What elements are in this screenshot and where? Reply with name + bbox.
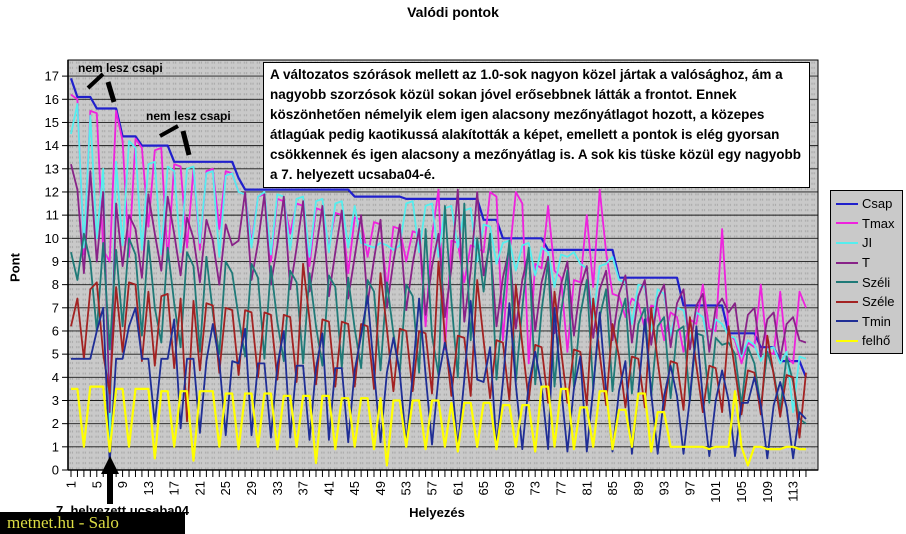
x-tick-label: 37	[296, 481, 311, 495]
series-line-Tmin	[71, 295, 807, 464]
y-tick-label: 4	[52, 370, 59, 385]
y-tick-label: 16	[45, 92, 59, 107]
y-tick-label: 9	[52, 254, 59, 269]
x-tick-label: 21	[192, 481, 207, 495]
x-tick-label: 69	[502, 481, 517, 495]
x-tick-label: 93	[657, 481, 672, 495]
x-tick-label: 73	[528, 481, 543, 495]
y-tick-label: 8	[52, 277, 59, 292]
x-tick-label: 49	[373, 481, 388, 495]
legend-item-Széle: Széle	[831, 292, 902, 312]
legend-swatch-Széle	[836, 300, 858, 303]
callout-stroke-group	[86, 72, 192, 156]
y-tick-label: 1	[52, 439, 59, 454]
legend-swatch-JI	[836, 241, 858, 244]
legend-item-felhő: felhő	[831, 331, 902, 351]
x-tick-label: 57	[425, 481, 440, 495]
arrow-shaft	[107, 473, 113, 504]
arrow-marker	[101, 456, 119, 504]
y-tick-label: 15	[45, 115, 59, 130]
x-tick-label: 97	[682, 481, 697, 495]
x-tick-label: 1	[64, 481, 79, 488]
y-tick-label: 3	[52, 393, 59, 408]
y-tick-label: 11	[46, 208, 60, 223]
x-tick-label: 9	[115, 481, 130, 488]
callout1-stroke-a	[86, 72, 105, 90]
watermark: metnet.hu - Salo	[0, 512, 185, 534]
x-tick-label: 33	[270, 481, 285, 495]
legend-label: Tmin	[862, 313, 891, 329]
legend-swatch-T	[836, 261, 858, 264]
series-line-Széle	[70, 260, 807, 439]
legend-label: Széli	[862, 274, 891, 290]
legend-label: felhő	[862, 333, 891, 349]
legend-item-Széli: Széli	[831, 272, 902, 292]
series-lines	[69, 78, 808, 467]
arrow-head	[101, 456, 119, 474]
legend-item-T: T	[831, 253, 902, 273]
y-tick-label: 13	[45, 161, 59, 176]
chart-title: Valódi pontok	[407, 4, 499, 20]
x-tick-label: 85	[605, 481, 620, 495]
x-tick-label: 105	[734, 481, 749, 503]
callout-label-2: nem lesz csapi	[146, 109, 231, 123]
callout-label-1: nem lesz csapi	[78, 61, 163, 75]
x-tick-label: 61	[450, 481, 465, 495]
legend-item-JI: JI	[831, 233, 902, 253]
y-tick-label: 10	[45, 231, 59, 246]
series-line-felhő	[71, 385, 806, 467]
legend-label: T	[862, 255, 870, 271]
x-tick-label: 25	[218, 481, 233, 495]
callout2-stroke-b	[180, 130, 192, 156]
legend-swatch-felhő	[836, 339, 858, 342]
legend-label: Széle	[862, 294, 895, 310]
x-axis-title: Helyezés	[409, 505, 465, 520]
y-axis-title: Pont	[7, 253, 23, 282]
commentary-text-box: A változatos szórások mellett az 1.0-sok…	[263, 62, 810, 188]
legend-swatch-Csap	[836, 202, 858, 205]
x-tick-label: 29	[244, 481, 259, 495]
x-tick-label: 77	[553, 481, 568, 495]
y-tick-label: 14	[45, 138, 59, 153]
x-tick-label: 113	[786, 481, 801, 502]
y-tick-label: 5	[52, 347, 59, 362]
legend-item-Tmin: Tmin	[831, 312, 902, 332]
x-tick-label: 17	[167, 481, 182, 495]
x-tick-label: 53	[399, 481, 414, 495]
legend-item-Csap: Csap	[831, 194, 902, 214]
legend: Csap Tmax JI T Széli Széle Tmin felhő	[830, 190, 903, 354]
legend-label: Tmax	[862, 215, 895, 231]
y-tick-label: 7	[52, 300, 59, 315]
x-tick-label: 89	[631, 481, 646, 495]
legend-item-Tmax: Tmax	[831, 214, 902, 234]
y-tick-label: 6	[52, 323, 59, 338]
series-line-JI	[70, 103, 807, 441]
y-tick-label: 12	[45, 184, 59, 199]
series-line-T	[70, 163, 807, 414]
legend-swatch-Széli	[836, 281, 858, 284]
x-tick-label: 109	[760, 481, 775, 503]
x-tick-label: 81	[579, 481, 594, 495]
x-tick-label: 13	[141, 481, 156, 495]
x-tick-label: 45	[347, 481, 362, 495]
x-tick-label: 41	[321, 481, 336, 495]
legend-label: JI	[862, 235, 873, 251]
y-tick-label: 0	[52, 463, 59, 478]
legend-swatch-Tmin	[836, 320, 858, 323]
callout1-stroke-b	[105, 81, 117, 103]
x-tick-label: 101	[708, 481, 723, 503]
y-tick-label: 2	[52, 416, 59, 431]
legend-label: Csap	[862, 196, 893, 212]
callout2-stroke-a	[159, 124, 179, 138]
x-tick-label: 5	[89, 481, 104, 488]
x-tick-label: 65	[476, 481, 491, 495]
y-tick-label: 17	[45, 69, 59, 84]
legend-swatch-Tmax	[836, 222, 858, 225]
